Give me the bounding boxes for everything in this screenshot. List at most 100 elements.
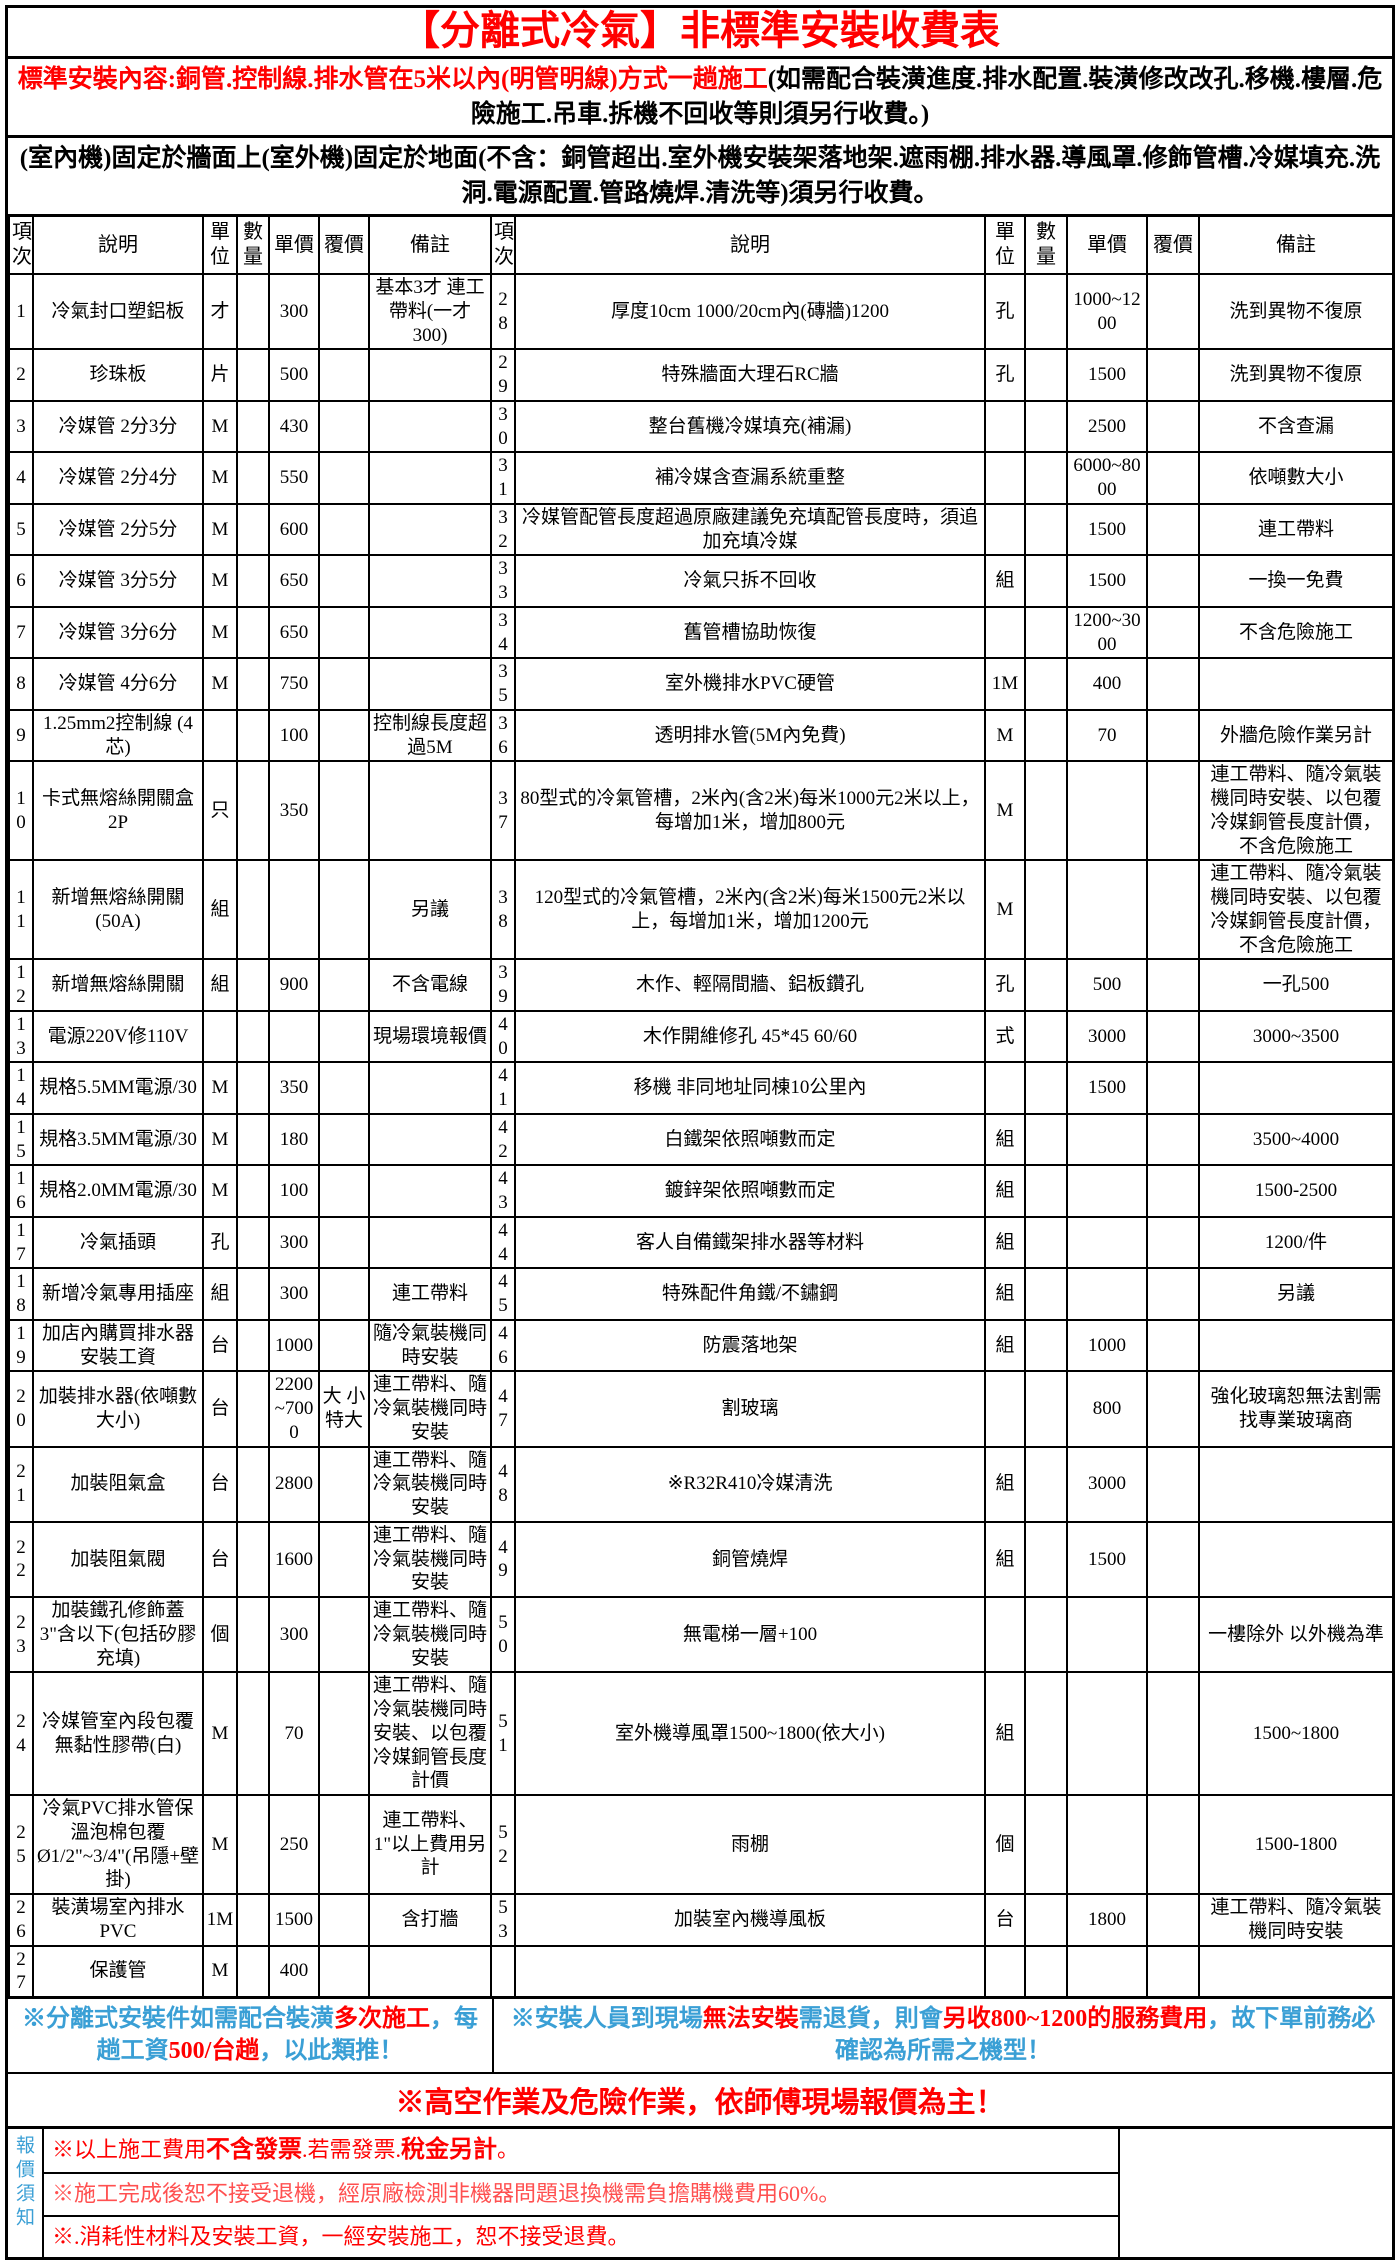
cell-quantity [236, 1445, 270, 1523]
cell-item-no: 22 [8, 1520, 34, 1599]
cell-cover-price [318, 1061, 370, 1115]
cell-description: 120型式的冷氣管槽，2米內(含2米)每米1500元2米以上，每增加1米，增加1… [514, 859, 986, 961]
cell-description: 電源220V修110V [32, 1009, 204, 1064]
cell-unit-price: 400 [268, 1944, 320, 1998]
quotation-notice-section: 報價須知 ※以上施工費用不含發票.若需發票.稅金另計。 ※施工完成後恕不接受退機… [8, 2125, 1392, 2258]
cell-unit-price: 1500 [1066, 554, 1148, 608]
cell-item-no: 34 [490, 605, 516, 660]
cell-item-no: 15 [8, 1112, 34, 1167]
cell-remark: 連工帶料、隨冷氣裝機同時安裝、以包覆冷媒銅管長度計價，不含危險施工 [1198, 859, 1394, 961]
cell-unit-price: 1600 [268, 1520, 320, 1599]
cell-cover-price [1146, 1164, 1200, 1218]
cell-cover-price [318, 1318, 370, 1373]
cell-item-no: 48 [490, 1445, 516, 1523]
cell-item-no: 6 [8, 554, 34, 608]
cell-item-no: 32 [490, 502, 516, 557]
text-segment: 不含發票 [206, 2136, 303, 2163]
cell-item-no: 19 [8, 1318, 34, 1373]
cell-cover-price [1146, 1215, 1200, 1270]
column-header: 說明 [514, 215, 986, 275]
cell-item-no: 27 [8, 1944, 34, 1998]
table-row: 2 珍珠板片 500 29 特殊牆面大理石RC牆孔 1500 洗到異物不復原 [8, 348, 1394, 402]
cell-remark [1198, 1944, 1394, 1998]
cell-cover-price [1146, 760, 1200, 862]
cell-remark: 依噸數大小 [1198, 451, 1394, 505]
cell-quantity [236, 708, 270, 763]
cell-unit-price: 3000 [1066, 1445, 1148, 1523]
column-header: 備註 [368, 215, 492, 275]
cell-cover-price [318, 1009, 370, 1064]
cell-unit-price: 100 [268, 1164, 320, 1218]
cell-remark: 不含電線 [368, 958, 492, 1012]
cell-remark: 現場環境報價 [368, 1009, 492, 1064]
cell-unit: M [202, 1061, 238, 1115]
text-segment: 500/台趟 [168, 2038, 260, 2065]
cell-quantity [236, 1009, 270, 1064]
cell-remark [368, 451, 492, 505]
cell-remark [368, 399, 492, 454]
danger-work-note: ※高空作業及危險作業，依師傅現場報價為主！ [8, 2071, 1392, 2126]
cell-item-no: 36 [490, 708, 516, 763]
cell-cover-price [318, 760, 370, 862]
cell-unit: M [202, 605, 238, 660]
cell-unit-price [1066, 1164, 1148, 1218]
cell-unit: 孔 [984, 958, 1026, 1012]
cell-quantity [1024, 1215, 1068, 1270]
cell-remark [1198, 657, 1394, 711]
cell-remark: 含打牆 [368, 1893, 492, 1947]
cell-cover-price [318, 1267, 370, 1321]
column-header: 覆價 [318, 215, 370, 275]
cell-cover-price [1146, 502, 1200, 557]
cell-description: 冷媒管 3分6分 [32, 605, 204, 660]
cell-quantity [1024, 1061, 1068, 1115]
cell-unit-price: 1500 [1066, 348, 1148, 402]
cell-unit [984, 1944, 1026, 1998]
cell-item-no: 29 [490, 348, 516, 402]
cell-remark: 連工帶料、1"以上費用另計 [368, 1794, 492, 1895]
cell-remark: 外牆危險作業另計 [1198, 708, 1394, 763]
cell-remark [368, 760, 492, 862]
cell-unit: 台 [202, 1318, 238, 1373]
cell-unit: 台 [202, 1520, 238, 1599]
cell-item-no: 33 [490, 554, 516, 608]
cell-description: 冷氣插頭 [32, 1215, 204, 1270]
cell-unit: M [202, 1671, 238, 1796]
table-row: 3 冷媒管 2分3分 M 430 30 整台舊機冷媒填充(補漏) 2500 不含查漏 [8, 399, 1394, 454]
cell-description: 珍珠板 [32, 348, 204, 402]
cell-item-no: 41 [490, 1061, 516, 1115]
cell-cover-price [318, 859, 370, 961]
cell-cover-price [1146, 1671, 1200, 1796]
cell-quantity [1024, 1445, 1068, 1523]
cell-item-no: 35 [490, 657, 516, 711]
cell-remark: 1500~1800 [1198, 1671, 1394, 1796]
text-segment: 需退貨，則會 [798, 2006, 943, 2032]
cell-quantity [1024, 1595, 1068, 1674]
cell-item-no: 46 [490, 1318, 516, 1373]
cell-item-no: 2 [8, 348, 34, 402]
cell-unit-price: 500 [268, 348, 320, 402]
multi-trip-note-left: ※分離式安裝件如需配合裝潢多次施工，每趟工資500/台趟，以此類推！ [8, 1999, 494, 2072]
cell-cover-price: 大 小特大 [318, 1370, 370, 1448]
cell-remark: 連工帶料、隨冷氣裝機同時安裝 [368, 1370, 492, 1448]
empty-signature-box [1118, 2128, 1392, 2258]
table-row: 10 卡式無熔絲開關盒 2P 只 350 37 80型式的冷氣管槽，2米內(含2米)每米1… [8, 760, 1394, 862]
cell-item-no: 11 [8, 859, 34, 961]
column-header: 單價 [268, 215, 320, 275]
text-segment: 無法安裝 [702, 2006, 799, 2032]
cell-cover-price [318, 502, 370, 557]
standard-install-note-black: (如需配合裝潢進度.排水配置.裝潢修改改孔.移機.樓層.危險施工.吊車.拆機不回… [470, 66, 1383, 128]
cell-quantity [236, 1794, 270, 1895]
cell-quantity [1024, 1893, 1068, 1947]
cell-description: 新增無熔絲開關 (50A) [32, 859, 204, 961]
cell-quantity [1024, 1318, 1068, 1373]
cell-unit-price: 6000~8000 [1066, 451, 1148, 505]
cell-unit: 台 [202, 1445, 238, 1523]
column-header: 單位 [202, 215, 238, 275]
cell-remark [368, 1061, 492, 1115]
cell-item-no: 37 [490, 760, 516, 862]
cell-remark [1198, 1520, 1394, 1599]
cell-item-no: 50 [490, 1595, 516, 1674]
cell-unit-price: 100 [268, 708, 320, 763]
cell-unit-price [268, 1009, 320, 1064]
column-header: 說明 [32, 215, 204, 275]
